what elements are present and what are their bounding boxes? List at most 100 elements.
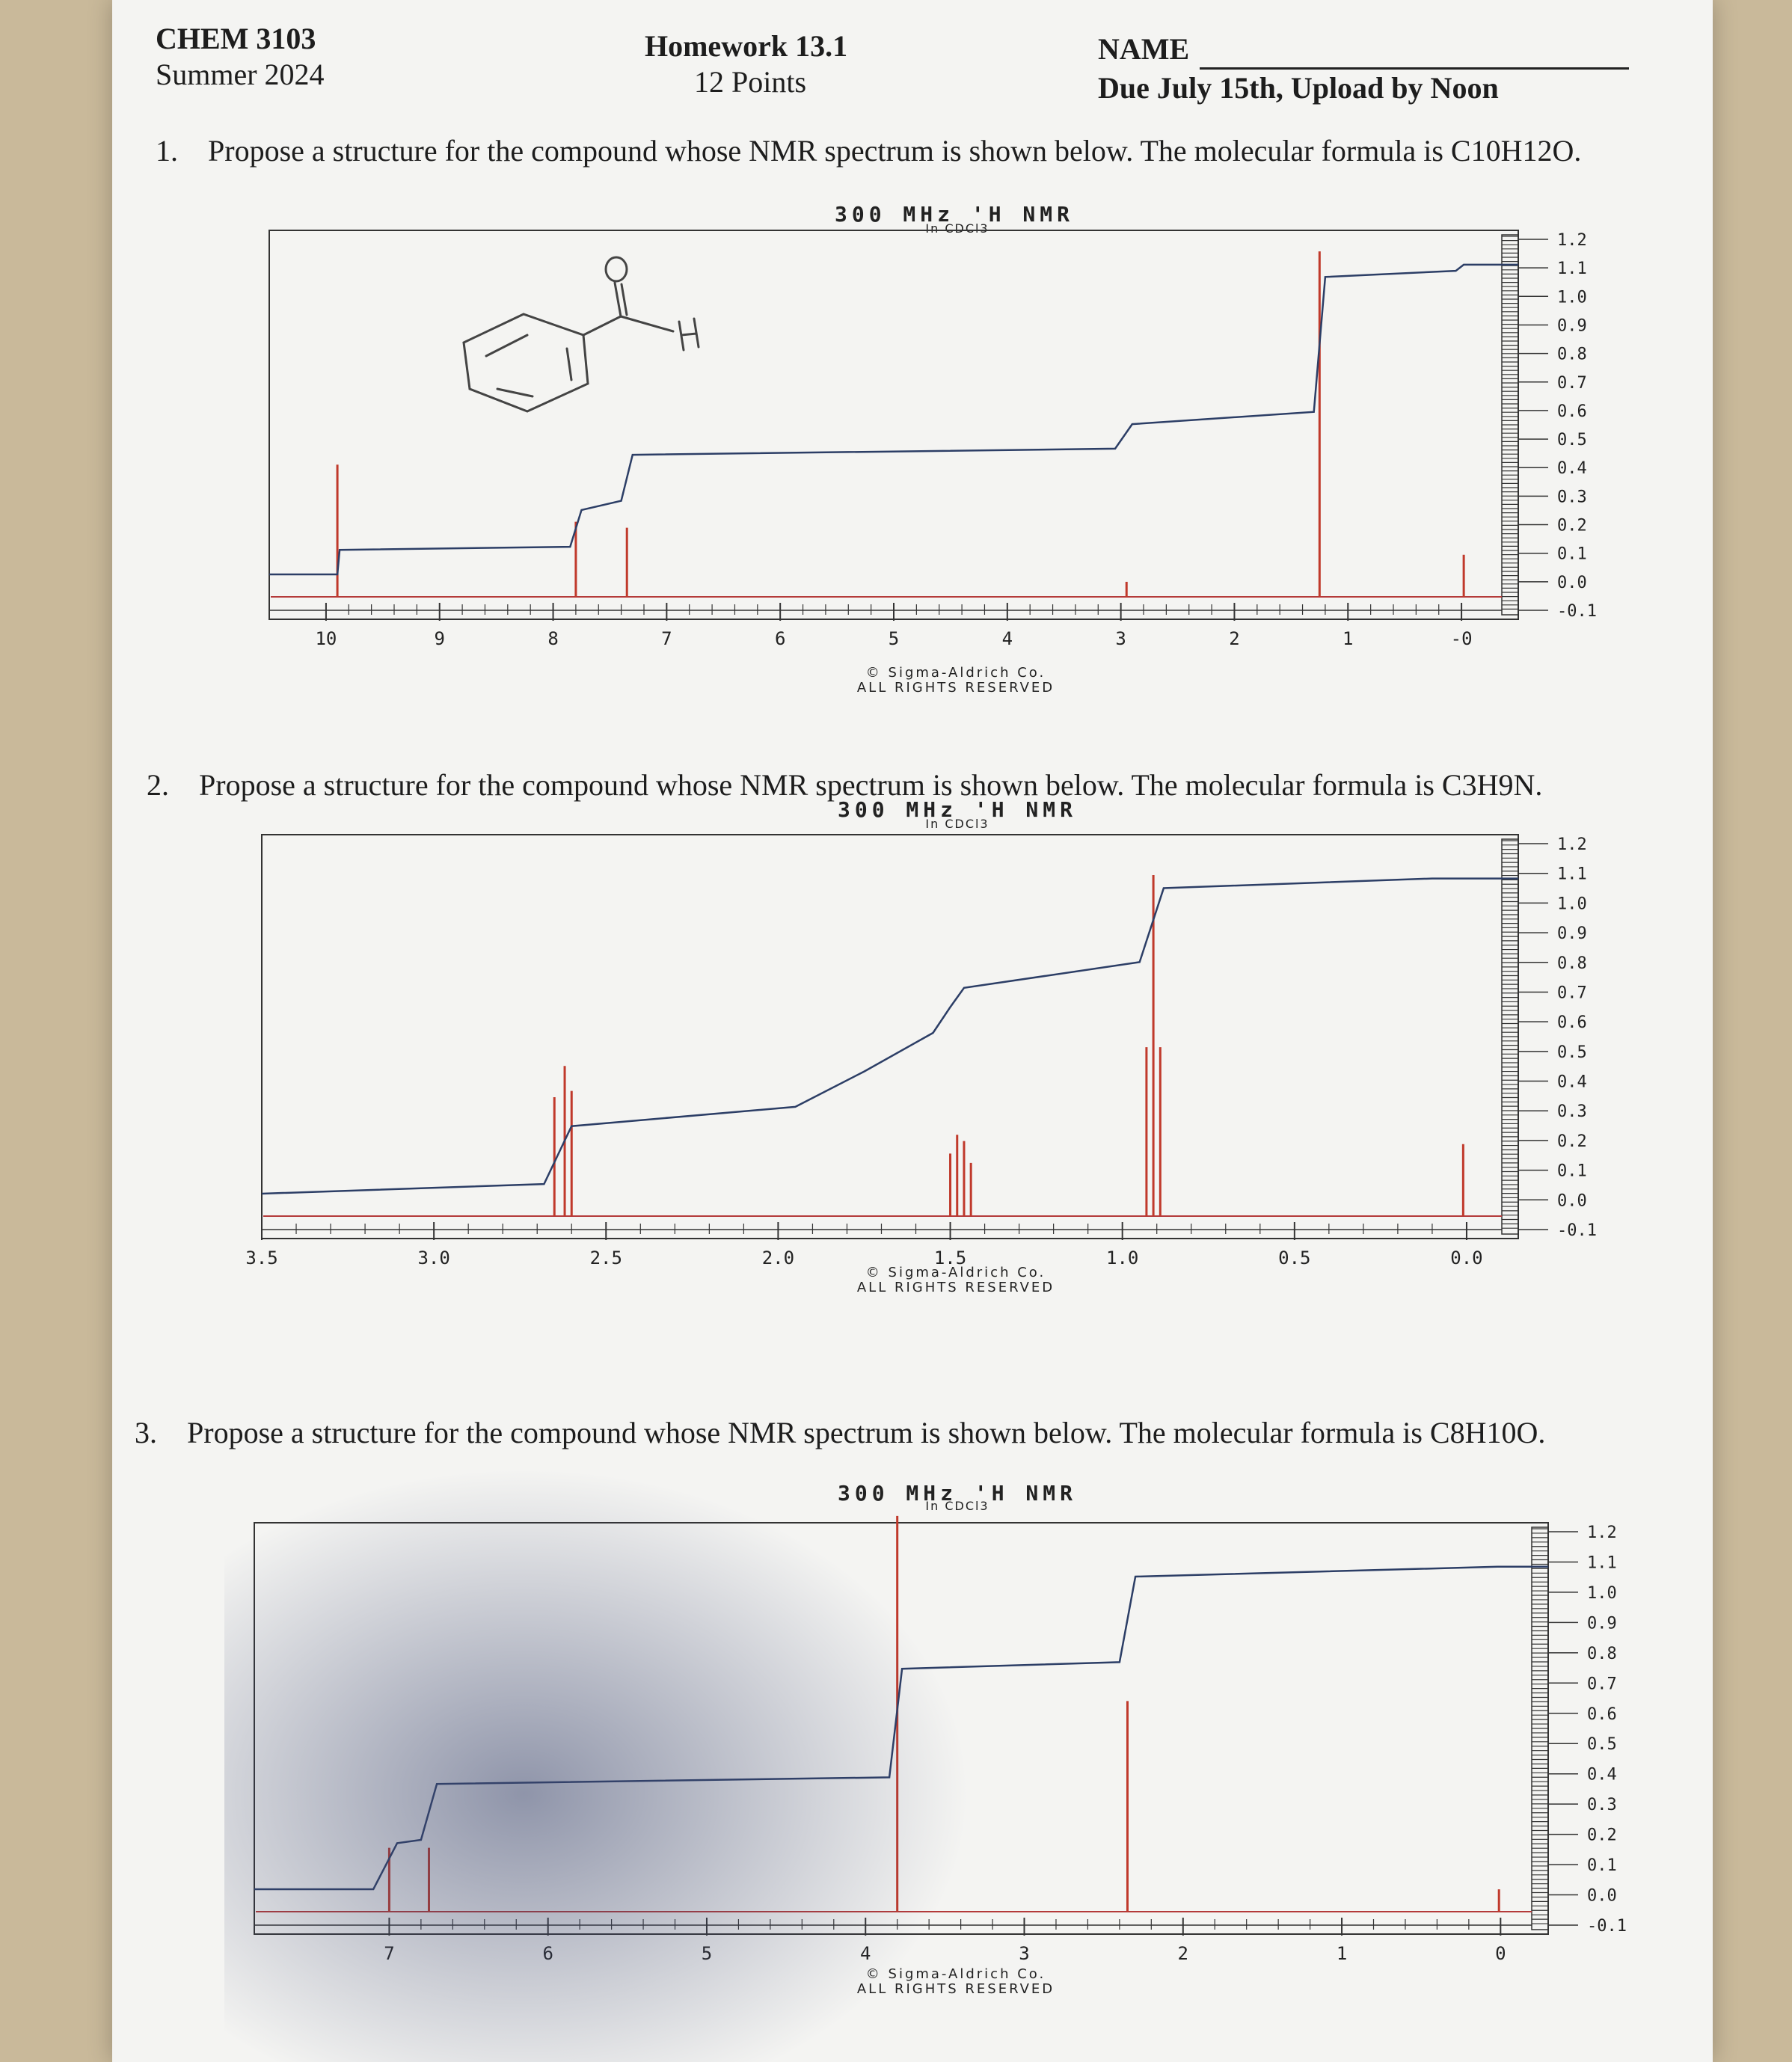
nmr-spectrum-3: 1.2 1.1 1.0 0.9 0.8 0.7 0.6 0.5 0.4 0.3 0.2 0.1 0.0 -…	[254, 1515, 1627, 1964]
spectrum-solvent: In CDCl3	[925, 221, 989, 236]
integral-curve	[269, 263, 1518, 576]
course-title: CHEM 3103	[156, 22, 316, 55]
co-double-bond-sketch	[613, 281, 622, 318]
x-tick-label: 4	[1002, 628, 1013, 649]
x-tick-label: 6	[775, 628, 785, 649]
y-tick-label: 0.7	[1587, 1675, 1617, 1693]
hydrogen-sketch	[678, 317, 700, 352]
spectrum-credit: © Sigma-Aldrich Co. ALL RIGHTS RESERVED	[769, 1967, 1143, 1997]
question-text: Propose a structure for the compound who…	[208, 134, 1582, 168]
y-tick-label: 0.9	[1557, 316, 1587, 335]
x-tick-label: 0.0	[1450, 1248, 1482, 1268]
y-tick-label: 1.0	[1587, 1584, 1617, 1603]
question-number: 1.	[156, 134, 178, 168]
question-1: 1. Propose a structure for the compound w…	[156, 133, 1581, 168]
y-tick-label: 0.7	[1557, 984, 1587, 1002]
x-tick-label: 10	[315, 628, 337, 649]
y-tick-label: 1.1	[1557, 865, 1587, 884]
y-tick-label: 0.8	[1557, 346, 1587, 364]
credit-line-2: ALL RIGHTS RESERVED	[856, 1280, 1055, 1295]
y-tick-label: 0.3	[1557, 488, 1587, 506]
credit-line-2: ALL RIGHTS RESERVED	[856, 680, 1055, 696]
spectrum-credit: © Sigma-Aldrich Co. ALL RIGHTS RESERVED	[769, 1265, 1143, 1295]
y-tick-label: 0.1	[1557, 545, 1587, 564]
x-tick-label: 2.5	[590, 1248, 622, 1268]
x-tick-label: 0.5	[1278, 1248, 1310, 1268]
x-tick-label: 8	[547, 628, 558, 649]
carbonyl-bond-sketch	[582, 315, 622, 337]
y-tick-label: 0.3	[1557, 1102, 1587, 1121]
benzene-ring-sketch	[462, 313, 589, 413]
x-tick-label: 3.0	[417, 1248, 449, 1268]
question-text: Propose a structure for the compound who…	[187, 1416, 1546, 1449]
question-3: 3. Propose a structure for the compound w…	[135, 1415, 1545, 1450]
y-tick-label: 1.1	[1557, 260, 1587, 278]
y-tick-label: -0.1	[1557, 1221, 1597, 1240]
y-tick-label: 0.4	[1557, 459, 1587, 478]
x-tick-label: 3	[1019, 1943, 1029, 1964]
y-tick-label: 0.0	[1587, 1887, 1617, 1906]
spectrum-title: 300 MHz 'H NMR	[834, 202, 1074, 227]
question-text: Propose a structure for the compound who…	[199, 768, 1543, 802]
name-field[interactable]	[1200, 67, 1629, 70]
nmr-spectrum-2: 1.2 1.1 1.0 0.9 0.8 0.7 0.6 0.5 0.4 0.3 0.2 0.1 0.0 -…	[245, 834, 1597, 1268]
y-tick-label: -0.1	[1587, 1917, 1627, 1936]
oxygen-sketch	[604, 256, 628, 283]
spectrum-title: 300 MHz 'H NMR	[837, 797, 1077, 822]
points: 12 Points	[694, 65, 807, 99]
y-tick-label: 0.2	[1557, 517, 1587, 536]
y-tick-label: 1.0	[1557, 288, 1587, 307]
x-tick-label: 6	[542, 1943, 553, 1964]
x-tick-label: 9	[435, 628, 445, 649]
ring-double-bond-sketch	[565, 347, 573, 381]
x-tick-label: -0	[1451, 628, 1473, 649]
question-number: 3.	[135, 1416, 157, 1449]
question-number: 2.	[147, 768, 169, 802]
y-tick-label: 1.1	[1587, 1553, 1617, 1572]
x-tick-label: 2	[1229, 628, 1239, 649]
credit-line-1: © Sigma-Aldrich Co.	[865, 665, 1046, 681]
term: Summer 2024	[156, 58, 325, 91]
x-tick-label: 1.0	[1106, 1248, 1138, 1268]
integral-curve	[254, 1565, 1548, 1891]
y-tick-label: 0.5	[1587, 1735, 1617, 1754]
y-tick-label: 1.2	[1587, 1524, 1617, 1542]
y-tick-label: 0.2	[1587, 1826, 1617, 1845]
credit-line-1: © Sigma-Aldrich Co.	[865, 1265, 1046, 1280]
x-tick-label: 5	[702, 1943, 712, 1964]
name-label: NAME	[1098, 32, 1190, 66]
aldehyde-h-bond-sketch	[619, 315, 675, 333]
y-tick-label: 0.4	[1587, 1766, 1617, 1785]
credit-line-1: © Sigma-Aldrich Co.	[865, 1966, 1046, 1982]
credit-line-2: ALL RIGHTS RESERVED	[856, 1981, 1055, 1997]
x-tick-label: 0	[1495, 1943, 1506, 1964]
x-tick-label: 7	[384, 1943, 394, 1964]
y-tick-label: 0.6	[1557, 1013, 1587, 1032]
x-tick-label: 1	[1343, 628, 1353, 649]
y-tick-label: 0.0	[1557, 574, 1587, 592]
y-tick-label: 0.5	[1557, 1043, 1587, 1062]
x-tick-label: 2	[1178, 1943, 1188, 1964]
x-tick-label: 5	[889, 628, 899, 649]
plot-frame	[261, 834, 1519, 1239]
ring-double-bond-sketch	[485, 334, 529, 358]
y-tick-label: 0.1	[1557, 1162, 1587, 1181]
spectrum-credit: © Sigma-Aldrich Co. ALL RIGHTS RESERVED	[769, 666, 1143, 696]
y-tick-label: 0.4	[1557, 1073, 1587, 1092]
x-tick-label: 3.5	[245, 1248, 277, 1268]
x-tick-label: 1	[1337, 1943, 1347, 1964]
y-tick-label: 0.0	[1557, 1191, 1587, 1210]
due-date: Due July 15th, Upload by Noon	[1098, 71, 1499, 105]
co-double-bond-sketch	[620, 283, 628, 316]
y-tick-label: -0.1	[1557, 602, 1597, 621]
y-tick-label: 0.6	[1587, 1705, 1617, 1724]
assignment-title: Homework 13.1	[645, 29, 848, 63]
y-tick-label: 0.8	[1557, 954, 1587, 973]
y-tick-label: 0.2	[1557, 1132, 1587, 1151]
x-tick-label: 3	[1115, 628, 1126, 649]
x-tick-label: 4	[860, 1943, 871, 1964]
nmr-spectrum-1: 1.2 1.1 1.0 0.9 0.8 0.7 0.6 0.5 0.4 0.3 0.2 0.1 0.0 -…	[269, 230, 1597, 649]
y-tick-label: 0.5	[1557, 431, 1587, 449]
x-tick-label: 2.0	[762, 1248, 794, 1268]
plot-frame	[254, 1522, 1549, 1935]
